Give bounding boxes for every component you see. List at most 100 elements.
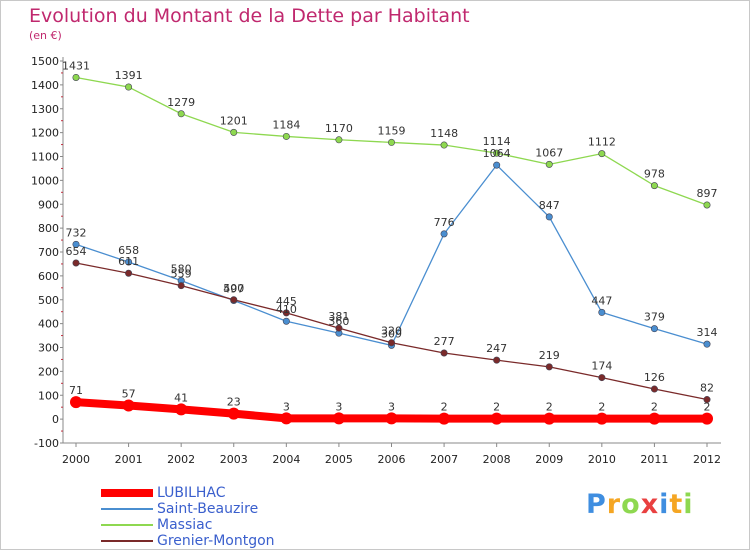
data-label: 447 <box>591 294 612 307</box>
x-tick-label: 2003 <box>220 453 248 466</box>
data-point <box>125 269 133 277</box>
data-label: 320 <box>381 325 402 338</box>
data-point <box>703 201 711 209</box>
data-label: 2 <box>704 401 711 414</box>
data-point <box>598 374 606 382</box>
x-tick-label: 2001 <box>115 453 143 466</box>
data-point <box>545 363 553 371</box>
data-point <box>335 324 343 332</box>
data-label: 580 <box>171 263 192 276</box>
data-label: 2 <box>441 401 448 414</box>
legend-item: Massiac <box>101 517 401 533</box>
data-label: 23 <box>227 396 241 409</box>
logo-letter: x <box>640 489 660 520</box>
data-point <box>227 407 240 420</box>
data-label: 2 <box>598 401 605 414</box>
data-label: 410 <box>276 303 297 316</box>
data-label: 3 <box>388 400 395 413</box>
data-point <box>282 132 290 140</box>
x-tick-label: 2000 <box>62 453 90 466</box>
data-label: 1184 <box>272 118 300 131</box>
legend-item: Saint-Beauzire <box>101 501 401 517</box>
data-label: 2 <box>493 401 500 414</box>
data-label: 360 <box>328 315 349 328</box>
data-point <box>125 83 133 91</box>
x-tick-label: 2002 <box>167 453 195 466</box>
chart-series <box>70 73 713 425</box>
data-point <box>72 73 80 81</box>
data-point <box>230 128 238 136</box>
data-label: 559 <box>171 268 192 281</box>
data-label: 776 <box>434 216 455 229</box>
legend-swatch <box>101 489 153 497</box>
y-tick-label: 1500 <box>31 55 59 68</box>
chart-data-labels: 1431 1391 1279 1201 1184 1170 1159 1148 1114 1067… <box>62 59 718 413</box>
y-tick-label: 600 <box>38 270 59 283</box>
data-label: 1112 <box>588 136 616 149</box>
data-point <box>72 240 80 248</box>
y-tick-label: -100 <box>34 437 59 450</box>
data-point <box>545 160 553 168</box>
data-label: 3 <box>283 400 290 413</box>
logo-letter: i <box>659 489 670 520</box>
y-tick-label: 1000 <box>31 174 59 187</box>
data-point <box>440 349 448 357</box>
data-label: 658 <box>118 244 139 257</box>
proxiti-logo: Proxiti <box>586 489 694 520</box>
data-point <box>598 150 606 158</box>
x-tick-label: 2009 <box>535 453 563 466</box>
data-point <box>648 412 661 425</box>
data-label: 41 <box>174 391 188 404</box>
legend-item: Grenier-Montgon <box>101 533 401 549</box>
data-label: 379 <box>644 311 665 324</box>
data-point <box>280 412 293 425</box>
y-tick-label: 500 <box>38 294 59 307</box>
data-label: 3 <box>335 400 342 413</box>
data-point <box>650 325 658 333</box>
y-tick-label: 400 <box>38 318 59 331</box>
y-tick-label: 100 <box>38 389 59 402</box>
data-point <box>650 182 658 190</box>
logo-letter: P <box>586 489 607 520</box>
data-point <box>701 412 713 425</box>
data-label: 219 <box>539 349 560 362</box>
data-point <box>595 412 608 425</box>
data-label: 126 <box>644 371 665 384</box>
data-point <box>387 339 395 347</box>
data-label: 611 <box>118 255 139 268</box>
chart-title: Evolution du Montant de la Dette par Hab… <box>29 5 470 27</box>
data-point <box>493 149 501 157</box>
legend-label: LUBILHAC <box>157 485 226 501</box>
data-label: 309 <box>381 327 402 340</box>
x-tick-label: 2004 <box>272 453 300 466</box>
data-label: 57 <box>122 388 136 401</box>
logo-letter: t <box>669 489 684 520</box>
series-line-saint-beauzire <box>75 164 708 347</box>
data-label: 654 <box>66 245 87 258</box>
data-point <box>703 340 711 348</box>
data-label: 445 <box>276 295 297 308</box>
data-label: 82 <box>700 382 714 395</box>
data-label: 500 <box>223 282 244 295</box>
logo-letter: r <box>606 489 622 520</box>
x-tick-label: 2005 <box>325 453 353 466</box>
data-label: 1114 <box>483 135 511 148</box>
y-tick-label: 700 <box>38 246 59 259</box>
y-tick-label: 1400 <box>31 79 59 92</box>
data-point <box>332 412 345 425</box>
data-point <box>387 138 395 146</box>
y-tick-label: 300 <box>38 342 59 355</box>
data-point <box>438 412 451 425</box>
data-label: 71 <box>69 384 83 397</box>
data-label: 174 <box>591 360 612 373</box>
data-point <box>122 399 135 412</box>
data-label: 732 <box>66 226 87 239</box>
data-label: 1170 <box>325 122 353 135</box>
data-label: 1279 <box>167 96 195 109</box>
y-tick-label: 800 <box>38 222 59 235</box>
data-label: 247 <box>486 342 507 355</box>
data-point <box>335 136 343 144</box>
logo-letter: o <box>621 489 641 520</box>
y-tick-label: 1200 <box>31 127 59 140</box>
